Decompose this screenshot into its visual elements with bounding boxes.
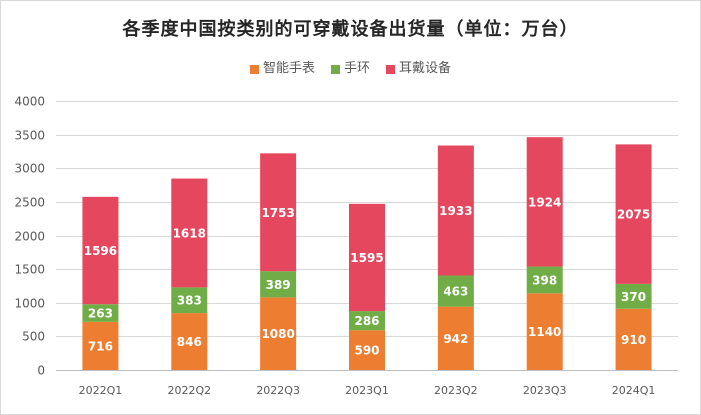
data-label: 263 [88,307,113,321]
data-label: 910 [621,333,646,347]
data-label: 286 [354,314,379,328]
bar-segment [526,293,563,370]
bar-segment [260,297,297,370]
bars [82,137,652,370]
bar-segment [615,283,652,309]
data-label: 1596 [84,244,117,258]
legend-item: 手环 [330,60,370,78]
x-tick-label: 2022Q3 [256,384,300,397]
bar-segment [171,287,208,314]
y-axis: 0 500 1000 1500 2000 2500 3000 3500 4000 [14,95,45,378]
bar-segment [171,313,208,370]
bar-segment [349,330,385,370]
bar-segment [437,306,474,370]
bar-segment [82,304,119,322]
x-tick-label: 2024Q1 [612,384,656,397]
x-tick-label: 2023Q1 [345,384,389,397]
data-label: 398 [532,273,557,287]
y-tick-label: 2000 [14,230,45,244]
bar-segment [526,137,563,267]
legend-item: 耳戴设备 [386,60,451,78]
chart-title: 各季度中国按类别的可穿戴设备出货量（单位：万台） [122,19,579,40]
legend-swatch [330,64,340,74]
legend-label: 智能手表 [262,61,315,76]
legend-swatch [386,64,395,74]
data-label: 590 [354,344,379,358]
x-tick-label: 2022Q2 [167,384,211,397]
bar-segment [615,144,652,284]
bar-segment [437,275,474,307]
y-tick-label: 2500 [14,196,45,210]
y-tick-label: 4000 [14,95,45,109]
legend-swatch [249,64,259,74]
bar-segment [260,153,297,272]
data-labels: 716 263 1596 846 383 1618 1080 389 1753 590 286 159… [84,195,651,357]
bar-segment [437,145,474,276]
bar-segment [349,311,385,331]
data-label: 383 [177,294,202,308]
bar-segment [171,178,208,288]
data-label: 1080 [261,327,294,341]
bar-segment [615,308,652,370]
y-tick-label: 0 [37,364,45,378]
x-tick-label: 2023Q2 [434,384,478,397]
data-label: 942 [443,332,468,346]
bar-segment [526,266,563,294]
data-label: 846 [177,335,202,349]
y-tick-label: 3500 [14,129,45,143]
data-label: 716 [88,339,113,353]
data-label: 1595 [350,251,383,265]
legend-label: 手环 [343,61,370,76]
data-label: 1933 [439,204,472,218]
data-label: 370 [621,290,646,304]
bar-segment [260,271,297,298]
data-label: 1924 [528,195,561,209]
data-label: 2075 [617,208,650,222]
y-tick-label: 1000 [14,297,45,311]
y-tick-label: 500 [22,330,45,344]
x-tick-label: 2022Q1 [79,384,123,397]
bar-segment [82,196,119,305]
bar-segment [82,321,119,370]
legend-label: 耳戴设备 [399,61,452,76]
x-tick-label: 2023Q3 [523,384,567,397]
data-label: 389 [266,278,291,292]
y-tick-label: 3000 [14,162,45,176]
bar-segment [349,203,385,312]
x-axis: 2022Q1 2022Q2 2022Q3 2023Q1 2023Q2 2023Q3 2024… [79,384,656,397]
y-tick-label: 1500 [14,263,45,277]
data-label: 1618 [173,226,206,240]
data-label: 1140 [528,325,561,339]
data-label: 1753 [261,206,294,220]
legend-item: 智能手表 [249,60,315,78]
data-label: 463 [443,285,468,299]
legend: 智能手表 手环 耳戴设备 [1,60,700,78]
